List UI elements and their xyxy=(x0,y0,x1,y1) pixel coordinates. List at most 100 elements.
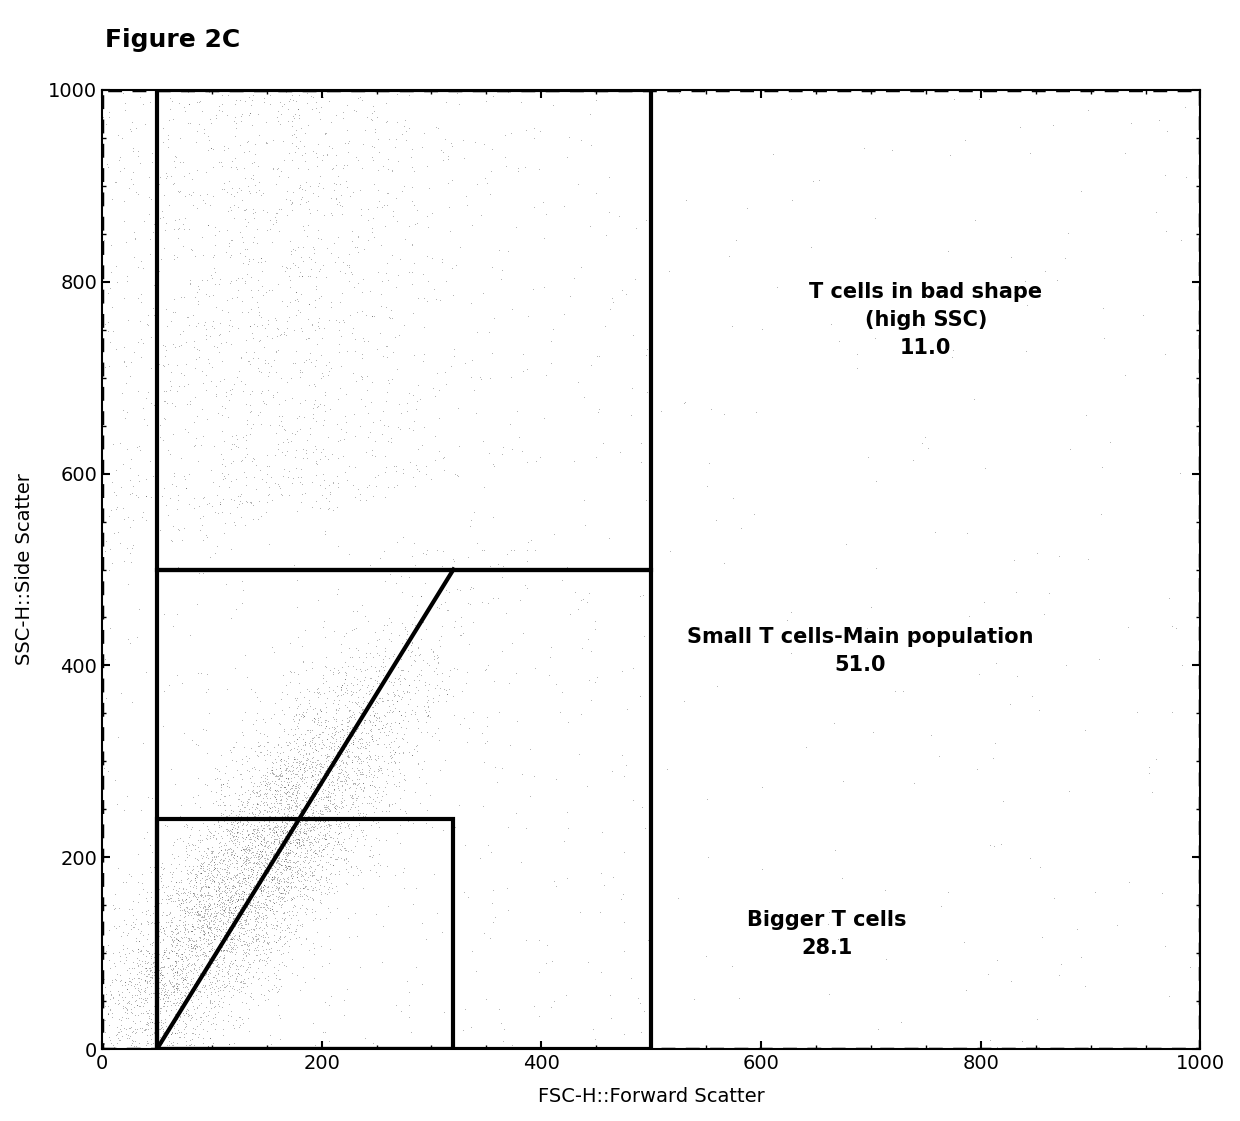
Point xyxy=(320,826,340,844)
Point xyxy=(351,753,371,771)
Point xyxy=(201,912,221,930)
Point xyxy=(144,905,164,923)
Point xyxy=(1176,98,1195,115)
Point xyxy=(280,817,300,835)
Point xyxy=(221,822,241,840)
Point xyxy=(351,730,371,748)
Point xyxy=(281,369,301,387)
Point xyxy=(133,334,153,352)
Point xyxy=(322,840,342,858)
Point xyxy=(363,846,383,864)
Point xyxy=(94,232,114,250)
Point xyxy=(269,834,289,852)
Point xyxy=(319,81,339,99)
Point xyxy=(233,882,253,900)
Point xyxy=(513,623,533,641)
Point xyxy=(238,780,258,798)
Point xyxy=(136,1037,156,1055)
Point xyxy=(167,1034,187,1051)
Point xyxy=(250,817,270,835)
Point xyxy=(269,928,289,946)
Point xyxy=(283,112,303,130)
Point xyxy=(317,845,337,863)
Point xyxy=(258,845,278,863)
Point xyxy=(305,752,325,770)
Point xyxy=(218,1036,238,1054)
Point xyxy=(277,858,296,876)
Point xyxy=(161,961,181,979)
Point xyxy=(438,150,458,168)
Point xyxy=(296,831,316,849)
Point xyxy=(303,798,322,816)
Point xyxy=(265,809,285,827)
Point xyxy=(187,937,207,955)
Point xyxy=(433,664,453,682)
Point xyxy=(315,768,335,786)
Point xyxy=(170,997,190,1015)
Point xyxy=(247,316,267,334)
Point xyxy=(273,81,293,99)
Point xyxy=(367,768,387,786)
Point xyxy=(122,986,141,1004)
Point xyxy=(175,971,195,989)
Point xyxy=(248,510,268,528)
Point xyxy=(281,834,301,852)
Point xyxy=(489,590,508,608)
Point xyxy=(99,1001,119,1019)
Point xyxy=(184,437,203,455)
Point xyxy=(213,471,233,489)
Point xyxy=(195,958,215,976)
Point xyxy=(167,932,187,949)
Point xyxy=(429,381,449,399)
Point xyxy=(128,185,148,203)
Point xyxy=(275,886,295,904)
Point xyxy=(262,1036,281,1054)
Point xyxy=(154,989,174,1007)
Point xyxy=(247,220,267,238)
Point xyxy=(269,872,289,890)
Point xyxy=(303,700,322,717)
Point xyxy=(319,782,339,800)
Point xyxy=(482,895,502,912)
Point xyxy=(365,762,384,780)
Point xyxy=(139,316,159,334)
Point xyxy=(363,804,383,822)
Point xyxy=(190,1009,210,1027)
Point xyxy=(195,862,215,880)
Point xyxy=(247,909,267,927)
Point xyxy=(258,81,278,99)
Point xyxy=(253,184,273,202)
Point xyxy=(103,1040,123,1058)
Point xyxy=(263,899,283,917)
Point xyxy=(242,679,262,697)
Point xyxy=(125,119,145,137)
Point xyxy=(340,258,360,276)
Point xyxy=(316,830,336,847)
Point xyxy=(229,223,249,241)
Point xyxy=(109,150,129,168)
Point xyxy=(143,843,162,861)
Point xyxy=(193,939,213,957)
Point xyxy=(169,916,188,934)
Point xyxy=(296,905,316,923)
Point xyxy=(283,184,303,202)
Point xyxy=(254,819,274,837)
Point xyxy=(422,640,441,658)
Point xyxy=(110,1020,130,1038)
Point xyxy=(202,267,222,285)
Point xyxy=(205,895,224,912)
Point xyxy=(343,731,363,749)
Point xyxy=(184,978,203,995)
Point xyxy=(237,907,257,925)
Point xyxy=(279,824,299,842)
Point xyxy=(228,907,248,925)
Point xyxy=(239,842,259,860)
Point xyxy=(291,819,311,837)
Point xyxy=(254,930,274,948)
Point xyxy=(267,790,286,808)
Point xyxy=(120,367,140,385)
Point xyxy=(310,813,330,831)
Point xyxy=(408,742,428,760)
Point xyxy=(347,865,367,883)
Point xyxy=(513,345,533,363)
